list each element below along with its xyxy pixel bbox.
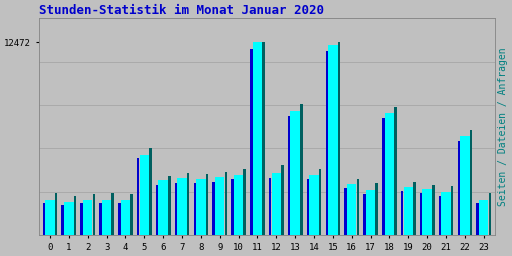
Bar: [458, 141, 460, 235]
Bar: [149, 148, 152, 235]
Bar: [194, 183, 196, 235]
Bar: [55, 193, 57, 235]
Bar: [168, 176, 170, 235]
Bar: [206, 174, 208, 235]
Bar: [319, 169, 322, 235]
Bar: [439, 196, 441, 235]
Text: Stunden-Statistik im Monat Januar 2020: Stunden-Statistik im Monat Januar 2020: [39, 4, 324, 17]
Bar: [460, 136, 470, 235]
Bar: [102, 200, 111, 235]
Bar: [403, 187, 413, 235]
Bar: [451, 186, 454, 235]
Bar: [375, 183, 378, 235]
Bar: [244, 169, 246, 235]
Bar: [250, 49, 252, 235]
Bar: [156, 185, 158, 235]
Bar: [140, 155, 149, 235]
Bar: [271, 173, 281, 235]
Bar: [187, 173, 189, 235]
Bar: [309, 175, 319, 235]
Bar: [479, 200, 488, 235]
Bar: [357, 179, 359, 235]
Bar: [441, 192, 451, 235]
Bar: [80, 204, 83, 235]
Bar: [61, 205, 64, 235]
Bar: [215, 177, 224, 235]
Bar: [137, 158, 139, 235]
Bar: [83, 200, 93, 235]
Bar: [64, 202, 74, 235]
Bar: [326, 51, 328, 235]
Bar: [231, 179, 233, 235]
Bar: [432, 185, 435, 235]
Bar: [345, 188, 347, 235]
Bar: [99, 204, 102, 235]
Y-axis label: Seiten / Dateien / Anfragen: Seiten / Dateien / Anfragen: [498, 47, 508, 206]
Bar: [338, 42, 340, 235]
Bar: [196, 179, 206, 235]
Bar: [225, 173, 227, 235]
Bar: [401, 191, 403, 235]
Bar: [175, 183, 177, 235]
Bar: [328, 45, 337, 235]
Bar: [288, 116, 290, 235]
Bar: [262, 42, 265, 235]
Bar: [382, 118, 385, 235]
Bar: [112, 193, 114, 235]
Bar: [476, 204, 479, 235]
Bar: [158, 180, 168, 235]
Bar: [42, 203, 45, 235]
Bar: [121, 200, 130, 235]
Bar: [281, 165, 284, 235]
Bar: [234, 175, 243, 235]
Bar: [347, 184, 356, 235]
Bar: [177, 178, 187, 235]
Bar: [45, 200, 55, 235]
Bar: [212, 182, 215, 235]
Bar: [366, 190, 375, 235]
Bar: [394, 107, 397, 235]
Bar: [470, 130, 472, 235]
Bar: [300, 103, 303, 235]
Bar: [93, 194, 95, 235]
Bar: [488, 193, 491, 235]
Bar: [131, 194, 133, 235]
Bar: [413, 182, 416, 235]
Bar: [269, 178, 271, 235]
Bar: [74, 196, 76, 235]
Bar: [118, 204, 120, 235]
Bar: [307, 179, 309, 235]
Bar: [385, 113, 394, 235]
Bar: [253, 42, 262, 235]
Bar: [420, 193, 422, 235]
Bar: [363, 194, 366, 235]
Bar: [290, 111, 300, 235]
Bar: [422, 189, 432, 235]
